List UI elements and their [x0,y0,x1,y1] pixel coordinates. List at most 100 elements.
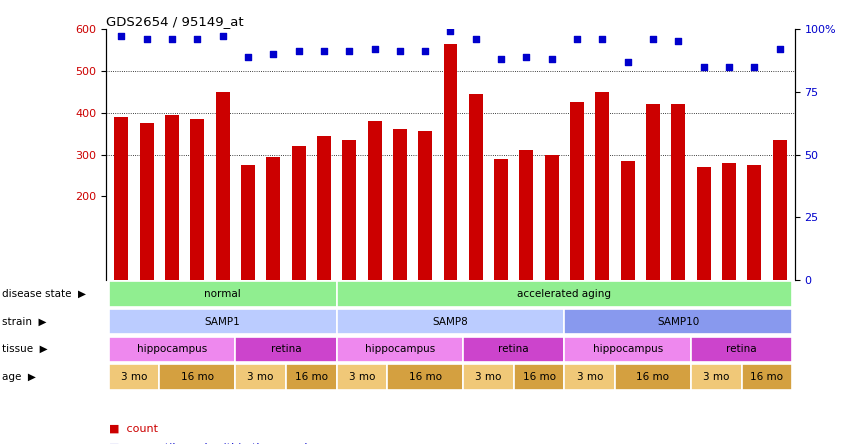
Bar [773,140,786,280]
Point [115,33,128,40]
Bar [337,364,388,390]
Bar [494,159,508,280]
Bar [595,91,609,280]
Point [722,63,736,70]
Point [140,36,154,43]
Bar [646,104,660,280]
Bar [418,131,432,280]
Text: 3 mo: 3 mo [247,372,274,382]
Bar [513,364,564,390]
Text: 3 mo: 3 mo [121,372,147,382]
Point [216,33,230,40]
Bar [722,163,736,280]
Text: hippocampus: hippocampus [592,344,663,354]
Point [495,56,508,63]
Text: retina: retina [726,344,756,354]
Bar [286,364,337,390]
Bar [620,161,635,280]
Text: SAMP10: SAMP10 [657,317,700,327]
Point [646,36,660,43]
Text: accelerated aging: accelerated aging [518,289,611,299]
Point [620,58,634,65]
Bar [337,337,463,362]
Text: tissue  ▶: tissue ▶ [2,344,48,354]
Text: SAMP1: SAMP1 [205,317,241,327]
Point [469,36,483,43]
Point [519,53,533,60]
Bar [317,136,331,280]
Text: 16 mo: 16 mo [409,372,442,382]
Text: normal: normal [204,289,241,299]
Bar [570,102,584,280]
Text: 3 mo: 3 mo [576,372,603,382]
Bar [109,281,337,307]
Text: 16 mo: 16 mo [751,372,784,382]
Bar [139,123,154,280]
Point [165,36,178,43]
Bar [672,104,685,280]
Bar [697,167,711,280]
Bar [691,337,792,362]
Point [368,45,382,52]
Bar [109,337,235,362]
Bar [109,364,160,390]
Text: retina: retina [498,344,529,354]
Bar [115,117,128,280]
Bar [190,119,204,280]
Bar [292,146,306,280]
Bar [463,337,564,362]
Bar [160,364,235,390]
Bar [564,309,792,334]
Point [190,36,204,43]
Bar [615,364,691,390]
Bar [469,94,483,280]
Point [317,48,331,55]
Bar [235,337,337,362]
Bar [216,91,230,280]
Bar [741,364,792,390]
Text: 16 mo: 16 mo [181,372,214,382]
Bar [747,165,762,280]
Point [545,56,558,63]
Point [570,36,584,43]
Text: 16 mo: 16 mo [523,372,556,382]
Point [418,48,432,55]
Text: GDS2654 / 95149_at: GDS2654 / 95149_at [106,15,244,28]
Bar [564,337,691,362]
Bar [337,309,564,334]
Text: 16 mo: 16 mo [637,372,670,382]
Point [343,48,356,55]
Point [241,53,255,60]
Bar [235,364,286,390]
Point [267,51,280,58]
Bar [564,364,615,390]
Bar [109,309,337,334]
Bar [691,364,741,390]
Text: 3 mo: 3 mo [703,372,729,382]
Text: hippocampus: hippocampus [137,344,207,354]
Text: strain  ▶: strain ▶ [2,317,46,327]
Bar [337,281,792,307]
Bar [444,44,457,280]
Text: age  ▶: age ▶ [2,372,36,382]
Bar [393,129,407,280]
Bar [165,115,179,280]
Point [596,36,609,43]
Point [747,63,761,70]
Text: retina: retina [270,344,301,354]
Text: disease state  ▶: disease state ▶ [2,289,86,299]
Text: SAMP8: SAMP8 [433,317,468,327]
Point [697,63,711,70]
Point [444,28,457,35]
Bar [241,165,255,280]
Bar [388,364,463,390]
Bar [519,151,534,280]
Point [672,38,685,45]
Bar [266,157,280,280]
Point [773,45,786,52]
Point [292,48,305,55]
Text: 3 mo: 3 mo [475,372,501,382]
Text: ■  count: ■ count [109,424,158,433]
Text: 3 mo: 3 mo [348,372,375,382]
Bar [343,140,356,280]
